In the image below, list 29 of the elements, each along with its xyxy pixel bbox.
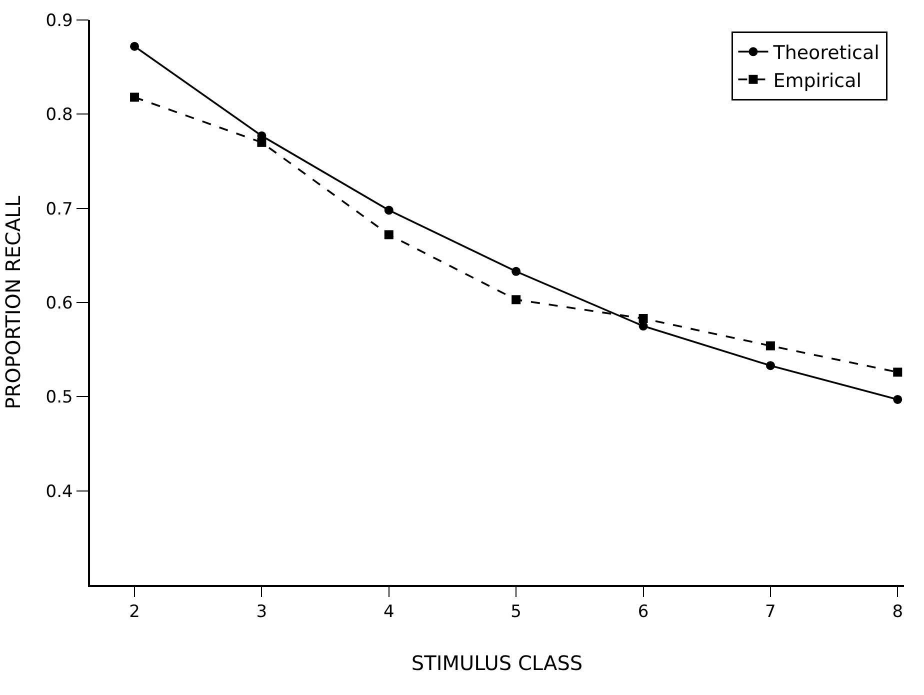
point (512, 266, 521, 276)
legend-label: Theoretical (772, 42, 880, 64)
legend-label: Empirical (773, 70, 862, 92)
point (766, 361, 775, 370)
point (638, 314, 648, 324)
y-tick-label: 0.8 (46, 105, 73, 126)
x-tick-label: 2 (129, 602, 140, 622)
point (130, 42, 140, 51)
y-tick-label: 0.9 (46, 10, 73, 31)
y-axis-title: PROPORTION RECALL (0, 194, 25, 410)
x-tick-label: 8 (892, 602, 904, 622)
x-axis-title: STIMULUS CLASS (411, 651, 583, 676)
point (384, 206, 394, 215)
x-tick-label: 6 (638, 602, 649, 622)
x-tick-label: 5 (510, 602, 522, 622)
x-tick-label: 7 (765, 602, 776, 622)
y-tick-label: 0.6 (46, 293, 73, 314)
point (384, 230, 394, 240)
point (257, 138, 266, 147)
point (130, 92, 140, 102)
point (893, 368, 902, 377)
point (893, 394, 902, 404)
point (766, 341, 775, 350)
y-tick-label: 0.5 (46, 388, 73, 408)
y-tick-label: 0.4 (46, 482, 73, 502)
point (512, 295, 521, 304)
y-tick-label: 0.7 (46, 199, 73, 220)
x-tick-label: 4 (383, 602, 394, 622)
x-tick-label: 3 (256, 602, 268, 622)
